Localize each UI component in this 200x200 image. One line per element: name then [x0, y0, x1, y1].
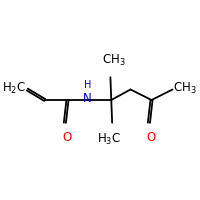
- Text: CH$_3$: CH$_3$: [173, 81, 197, 96]
- Text: H$_2$C: H$_2$C: [2, 81, 26, 96]
- Text: CH$_3$: CH$_3$: [102, 53, 126, 68]
- Text: O: O: [62, 131, 71, 144]
- Text: N: N: [83, 92, 92, 105]
- Text: O: O: [146, 131, 155, 144]
- Text: H$_3$C: H$_3$C: [97, 132, 121, 147]
- Text: H: H: [84, 80, 91, 90]
